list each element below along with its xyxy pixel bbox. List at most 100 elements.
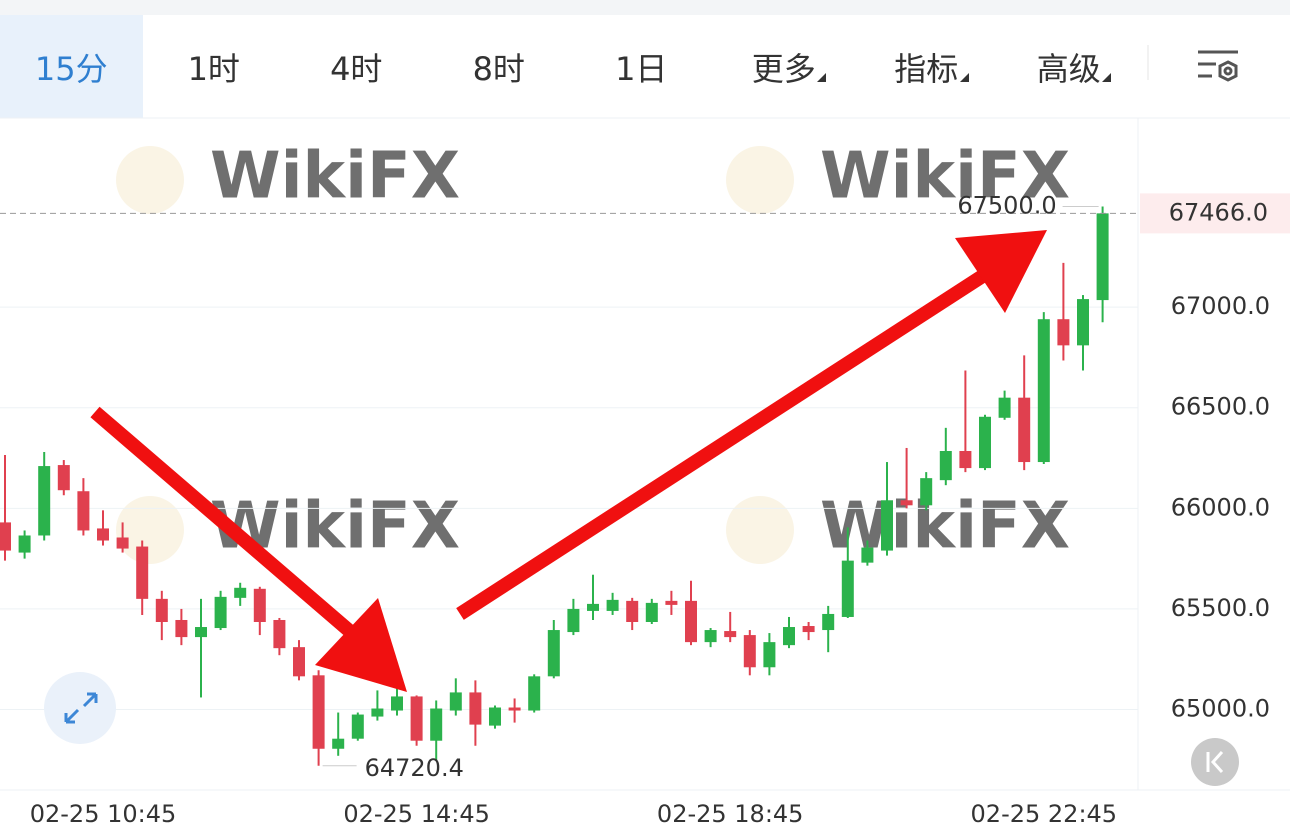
candle-body: [979, 416, 991, 469]
candle-body: [155, 598, 168, 622]
arrows: [90, 230, 1047, 692]
tab-label[interactable]: 1时: [187, 49, 240, 88]
x-tick-label: 02-25 18:45: [657, 800, 804, 828]
candle-body: [430, 708, 443, 741]
dropdown-caret: [959, 73, 969, 82]
tab[interactable]: 1时: [143, 15, 286, 118]
candle-body: [273, 619, 286, 649]
watermark-logo: [116, 496, 184, 564]
candle-body: [665, 600, 678, 605]
candle-body: [685, 600, 697, 643]
watermark: WikiFX: [820, 140, 1070, 214]
candle-body: [567, 608, 580, 633]
watermark-logo: [726, 146, 794, 214]
expand-button[interactable]: [44, 672, 116, 744]
tab[interactable]: 8时: [428, 15, 571, 118]
candle-body: [1096, 213, 1109, 301]
overlays: 67466.0 67500.0 64720.4: [0, 192, 1290, 782]
watermark-logo: [726, 496, 794, 564]
candle-body: [391, 696, 403, 711]
tab[interactable]: 指标: [855, 15, 998, 118]
grid: 65000.0 65500.0 66000.0 66500.0 67000.0 02-25…: [0, 292, 1270, 828]
candle-body: [763, 642, 776, 668]
tab-label[interactable]: 指标: [894, 49, 959, 88]
x-tick-label: 02-25 10:45: [30, 800, 177, 828]
candle-body: [38, 466, 51, 536]
tab[interactable]: 更多: [713, 15, 856, 118]
dropdown-caret: [817, 73, 827, 82]
annotation-label: 64720.4: [365, 754, 464, 782]
tab-label[interactable]: 1日: [615, 49, 668, 88]
tab[interactable]: 15分: [0, 15, 143, 118]
candle-body: [0, 522, 11, 551]
candle-body: [841, 560, 854, 617]
candle-body: [116, 537, 129, 549]
candle-body: [920, 478, 933, 506]
tab[interactable]: 1日: [570, 15, 713, 118]
y-tick-label: 66000.0: [1171, 493, 1270, 521]
candle-body: [606, 599, 619, 611]
tab-bar: 15分 1时 4时 8时 1日 更多 指标 高级: [0, 15, 1150, 118]
candle-body: [175, 619, 188, 638]
candles: [0, 206, 1109, 766]
candle-body: [195, 627, 207, 638]
candle-body: [547, 630, 560, 677]
settings-icon[interactable]: [1198, 50, 1238, 82]
candle-body: [234, 587, 247, 598]
candle-body: [587, 603, 599, 611]
candle-body: [18, 535, 31, 553]
candle-body: [293, 647, 305, 677]
candle-body: [998, 397, 1011, 418]
watermark: WikiFX: [210, 490, 460, 564]
reset-button[interactable]: [1191, 738, 1239, 786]
candle-body: [822, 613, 835, 631]
candle-body: [724, 631, 737, 638]
candle-body: [97, 528, 109, 541]
candle-body: [77, 491, 90, 531]
current-price-label: 67466.0: [1169, 198, 1268, 226]
candle-body: [351, 714, 364, 739]
candle-body: [1077, 299, 1089, 346]
candle-body: [410, 696, 423, 741]
candle-body: [136, 546, 149, 599]
candle-body: [704, 630, 717, 643]
candle-body: [802, 626, 815, 633]
y-tick-label: 65000.0: [1171, 695, 1270, 723]
candle-body: [528, 676, 541, 711]
candle-body: [939, 450, 952, 481]
top-strip: [0, 0, 1290, 15]
candle-body: [743, 635, 756, 668]
tab-label[interactable]: 8时: [472, 49, 525, 88]
candle-body: [253, 588, 266, 622]
candle-body: [959, 450, 972, 469]
candle-body: [371, 708, 384, 717]
y-tick-label: 65500.0: [1171, 594, 1270, 622]
watermark: WikiFX: [820, 490, 1070, 564]
y-tick-label: 67000.0: [1171, 292, 1270, 320]
tab-label[interactable]: 4时: [330, 49, 383, 88]
dropdown-caret: [1102, 73, 1112, 82]
candle-body: [645, 602, 658, 622]
annotation-label: 67500.0: [957, 192, 1056, 220]
candle-body: [1018, 397, 1031, 463]
tab[interactable]: 4时: [285, 15, 428, 118]
watermark: WikiFX: [210, 140, 460, 214]
watermarks: WikiFX WikiFX WikiFX WikiFX: [116, 140, 1070, 564]
x-tick-label: 02-25 22:45: [971, 800, 1118, 828]
tab-label[interactable]: 高级: [1036, 49, 1101, 88]
y-tick-label: 66500.0: [1171, 393, 1270, 421]
tab[interactable]: 高级: [998, 15, 1141, 118]
tab-label[interactable]: 15分: [34, 49, 108, 88]
candle-body: [332, 738, 345, 749]
candle-body: [861, 547, 874, 563]
tab-label[interactable]: 更多: [751, 49, 816, 88]
candle-body: [1057, 319, 1070, 346]
candle-body: [900, 500, 913, 506]
watermark-logo: [116, 146, 184, 214]
candle-body: [214, 596, 227, 629]
candle-body: [312, 675, 325, 749]
candle-body: [469, 692, 482, 725]
candle-body: [449, 692, 462, 711]
